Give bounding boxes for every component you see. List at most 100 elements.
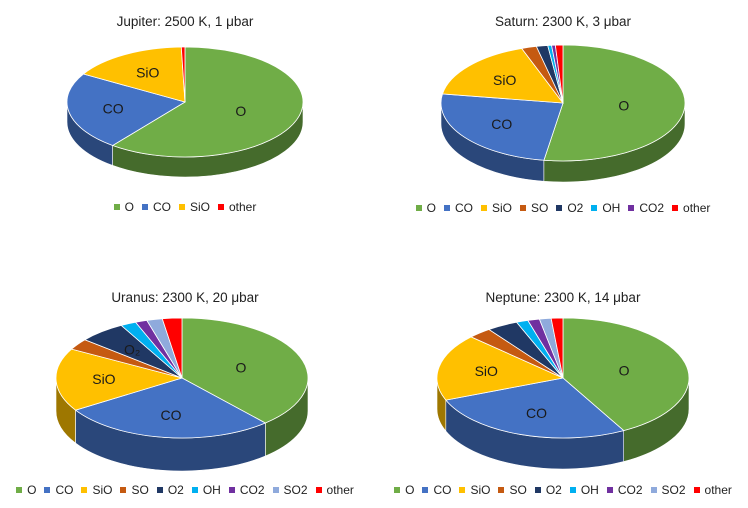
pie-slice-other bbox=[550, 317, 564, 379]
slice-label-co: CO bbox=[491, 116, 512, 132]
legend-swatch bbox=[459, 487, 466, 493]
legend-swatch bbox=[191, 487, 198, 493]
chart-panel-uranus: Uranus: 2300 K, 20 μbar O CO SiO O₂ O CO SiO S… bbox=[16, 282, 354, 508]
legend-item-co2: CO2 bbox=[628, 201, 664, 215]
legend-swatch bbox=[422, 487, 429, 493]
legend-swatch bbox=[228, 487, 235, 493]
pie-slice-other bbox=[554, 44, 564, 104]
legend-label: SO bbox=[509, 483, 527, 497]
legend-label: CO2 bbox=[239, 483, 265, 497]
legend-label: O2 bbox=[167, 483, 184, 497]
legend-swatch bbox=[16, 487, 23, 493]
pie-slice-other bbox=[161, 317, 183, 379]
legend-label: other bbox=[683, 201, 711, 215]
legend-item-oh: OH bbox=[591, 201, 620, 215]
slice-label-o: O bbox=[619, 363, 630, 379]
legend-swatch bbox=[606, 487, 613, 493]
legend-label: O bbox=[124, 200, 134, 214]
legend-item-o2: O2 bbox=[556, 201, 583, 215]
pie-slice-o bbox=[562, 317, 690, 432]
pie-chart: O CO SiO bbox=[436, 317, 690, 470]
legend-label: O bbox=[426, 201, 436, 215]
legend-swatch bbox=[693, 487, 700, 493]
legend-swatch bbox=[81, 487, 88, 493]
legend-swatch bbox=[480, 205, 487, 211]
chart-panel-saturn: Saturn: 2300 K, 3 μbar O CO SiO O CO SiO SO O2… bbox=[415, 0, 711, 230]
legend-item-co2: CO2 bbox=[228, 483, 265, 497]
legend-item-co: CO bbox=[44, 483, 73, 497]
legend-item-other: other bbox=[693, 483, 732, 497]
legend-swatch bbox=[672, 205, 679, 211]
legend-label: CO bbox=[152, 200, 171, 214]
legend-item-co: CO bbox=[443, 201, 473, 215]
chart-legend: O CO SiO SO O2 OH CO2 SO2 other bbox=[394, 483, 732, 497]
pie-slice-co bbox=[440, 93, 564, 161]
legend-swatch bbox=[556, 205, 563, 211]
slice-label-o: O bbox=[618, 97, 629, 113]
legend-item-o: O bbox=[16, 483, 36, 497]
pie-slice-sio bbox=[436, 336, 565, 401]
pie-slice-sio bbox=[441, 47, 564, 104]
legend-label: CO2 bbox=[639, 201, 665, 215]
legend-label: OH bbox=[202, 483, 221, 497]
legend-label: other bbox=[326, 483, 354, 497]
legend-item-o: O bbox=[394, 483, 414, 497]
legend-swatch bbox=[443, 205, 450, 211]
legend-swatch bbox=[44, 487, 51, 493]
legend-swatch bbox=[113, 204, 120, 210]
legend-item-o: O bbox=[415, 201, 436, 215]
legend-swatch bbox=[141, 204, 148, 210]
legend-label: CO bbox=[433, 483, 452, 497]
slice-label-sio: SiO bbox=[475, 363, 498, 379]
legend-swatch bbox=[498, 487, 505, 493]
pie-slice-co bbox=[66, 73, 187, 146]
slice-label-o2: O₂ bbox=[124, 341, 140, 357]
legend-item-so2: SO2 bbox=[650, 483, 686, 497]
chart-legend: O CO SiO other bbox=[40, 200, 330, 214]
slice-label-o: O bbox=[235, 359, 246, 375]
legend-item-co: CO bbox=[141, 200, 171, 214]
pie-slice-o bbox=[181, 317, 309, 424]
legend-swatch bbox=[120, 487, 127, 493]
legend-item-so: SO bbox=[519, 201, 549, 215]
legend-swatch bbox=[394, 487, 401, 493]
legend-label: CO2 bbox=[617, 483, 643, 497]
legend-label: SO bbox=[131, 483, 149, 497]
legend-label: SiO bbox=[470, 483, 491, 497]
legend-label: SiO bbox=[189, 200, 210, 214]
chart-title: Uranus: 2300 K, 20 μbar bbox=[111, 290, 259, 305]
legend-item-oh: OH bbox=[569, 483, 599, 497]
legend-label: SO2 bbox=[283, 483, 308, 497]
legend-item-o2: O2 bbox=[534, 483, 562, 497]
pie-chart: O CO SiO bbox=[440, 44, 686, 183]
legend-label: O bbox=[27, 483, 37, 497]
slice-label-sio: SiO bbox=[493, 72, 516, 88]
pie-slice-sio bbox=[55, 348, 184, 411]
pie-slice-o bbox=[111, 46, 304, 158]
legend-label: SO bbox=[530, 201, 549, 215]
slice-label-sio: SiO bbox=[136, 65, 159, 81]
legend-item-so2: SO2 bbox=[272, 483, 308, 497]
legend-item-other: other bbox=[218, 200, 256, 214]
slice-label-o: O bbox=[235, 103, 246, 119]
legend-swatch bbox=[218, 204, 224, 210]
legend-item-other: other bbox=[315, 483, 354, 497]
chart-title: Neptune: 2300 K, 14 μbar bbox=[485, 290, 641, 305]
legend-label: SiO bbox=[92, 483, 113, 497]
chart-title: Saturn: 2300 K, 3 μbar bbox=[494, 14, 632, 29]
legend-label: OH bbox=[580, 483, 599, 497]
legend-label: SiO bbox=[491, 201, 512, 215]
legend-swatch bbox=[156, 487, 163, 493]
chart-panel-jupiter: Jupiter: 2500 K, 1 μbar O CO SiO O CO SiO oth… bbox=[40, 0, 330, 230]
legend-item-o2: O2 bbox=[156, 483, 184, 497]
legend-label: CO bbox=[55, 483, 74, 497]
legend-label: O2 bbox=[545, 483, 562, 497]
pie-chart: O CO SiO O₂ bbox=[55, 317, 309, 472]
legend-label: O bbox=[405, 483, 415, 497]
legend-swatch bbox=[415, 205, 422, 211]
legend-swatch bbox=[628, 205, 635, 211]
legend-label: SO2 bbox=[661, 483, 686, 497]
legend-item-co2: CO2 bbox=[606, 483, 643, 497]
pie-slice-other bbox=[180, 46, 186, 103]
slice-label-co: CO bbox=[526, 405, 547, 421]
